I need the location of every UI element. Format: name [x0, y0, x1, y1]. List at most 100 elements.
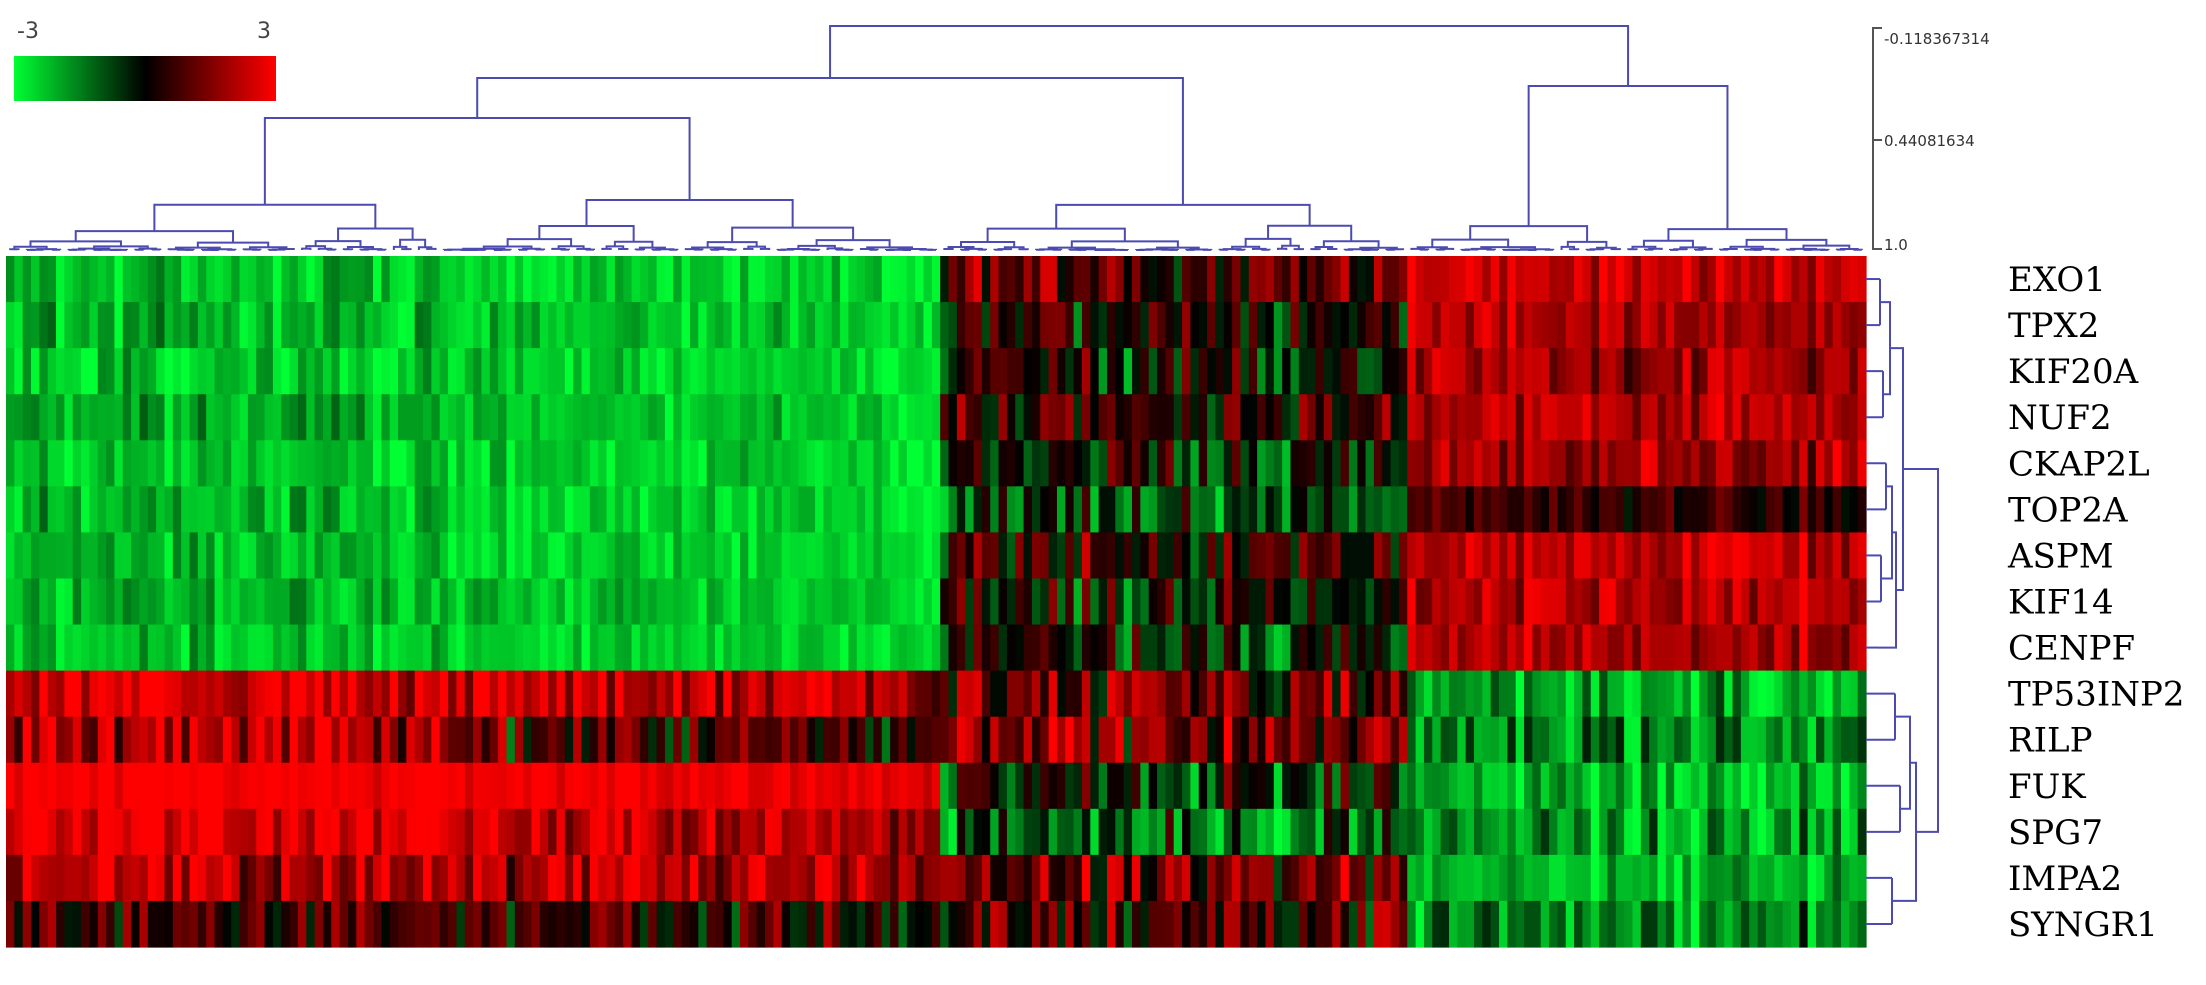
heatmap-cell [464, 348, 474, 395]
heatmap-cell [1198, 900, 1208, 948]
heatmap-cell [1365, 302, 1375, 349]
heatmap-cell [1232, 578, 1242, 626]
heatmap-cell [1390, 440, 1400, 487]
heatmap-cell [765, 716, 774, 764]
heatmap-cell [514, 762, 524, 810]
heatmap-cell [306, 578, 316, 626]
heatmap-cell [231, 486, 241, 533]
heatmap-cell [873, 762, 883, 810]
heatmap-cell [164, 854, 174, 902]
heatmap-cell [1257, 624, 1267, 672]
heatmap-cell [47, 486, 57, 533]
heatmap-cell [1132, 808, 1141, 856]
heatmap-cell [1106, 532, 1116, 580]
heatmap-cell [1207, 578, 1217, 626]
heatmap-cell [1782, 716, 1792, 764]
heatmap-cell [189, 532, 199, 580]
heatmap-cell [1624, 762, 1634, 810]
heatmap-cell [156, 624, 166, 672]
heatmap-cell [765, 348, 774, 395]
heatmap-cell [498, 348, 508, 395]
heatmap-cell [181, 762, 191, 810]
heatmap-cell [1040, 348, 1050, 395]
heatmap-cell [1824, 394, 1834, 441]
heatmap-cell [623, 440, 633, 487]
heatmap-cell [1315, 670, 1325, 718]
heatmap-cell [1740, 348, 1750, 395]
heatmap-cell [1532, 854, 1542, 902]
heatmap-cell [406, 532, 416, 580]
heatmap-cell [1640, 854, 1650, 902]
heatmap-cell [1382, 762, 1392, 810]
heatmap-cell [648, 762, 658, 810]
heatmap-cell [1165, 578, 1175, 626]
heatmap-cell [1490, 256, 1500, 303]
heatmap-cell [1482, 394, 1492, 441]
heatmap-cell [1724, 670, 1734, 718]
heatmap-cell [64, 394, 74, 441]
heatmap-cell [956, 440, 966, 487]
heatmap-cell [1815, 532, 1825, 580]
heatmap-cell [356, 532, 366, 580]
heatmap-cell [239, 532, 249, 580]
heatmap-cell [297, 578, 307, 626]
heatmap-cell [1857, 302, 1867, 349]
heatmap-cell [1740, 854, 1750, 902]
heatmap-cell [1173, 256, 1183, 303]
heatmap-cell [1173, 348, 1183, 395]
heatmap-cell [1749, 624, 1759, 672]
heatmap-cell [598, 348, 608, 395]
dendrogram-branch [1431, 238, 1510, 248]
heatmap-cell [731, 348, 741, 395]
heatmap-cell [1815, 670, 1825, 718]
heatmap-cell [1615, 854, 1625, 902]
heatmap-cell [156, 348, 166, 395]
heatmap-cell [873, 624, 883, 672]
heatmap-cell [1674, 440, 1684, 487]
heatmap-cell [664, 440, 674, 487]
heatmap-cell [648, 302, 658, 349]
heatmap-cell [1657, 486, 1667, 533]
heatmap-cell [64, 348, 74, 395]
gene-label: ASPM [2007, 536, 2114, 576]
heatmap-cell [1599, 854, 1609, 902]
heatmap-cell [39, 808, 49, 856]
heatmap-cell [1849, 578, 1859, 626]
heatmap-cell [247, 716, 257, 764]
heatmap-cell [1148, 302, 1158, 349]
heatmap-cell [689, 578, 699, 626]
heatmap-cell [1674, 624, 1684, 672]
heatmap-cell [1290, 532, 1300, 580]
heatmap-cell [1857, 440, 1867, 487]
heatmap-cell [1574, 854, 1584, 902]
heatmap-cell [1423, 716, 1433, 764]
heatmap-cell [1015, 900, 1025, 948]
heatmap-cell [890, 624, 900, 672]
gene-label: KIF20A [2008, 352, 2139, 392]
heatmap-cell [1223, 624, 1233, 672]
heatmap-cell [197, 256, 207, 303]
heatmap-cell [998, 854, 1008, 902]
heatmap-cell [506, 256, 516, 303]
heatmap-cell [973, 486, 983, 533]
heatmap-cell [364, 302, 374, 349]
heatmap-cell [1323, 532, 1333, 580]
heatmap-cell [831, 900, 841, 948]
heatmap-cell [906, 762, 916, 810]
heatmap-cell [1665, 670, 1675, 718]
heatmap-cell [631, 532, 641, 580]
heatmap-cell [1298, 302, 1308, 349]
heatmap-cell [981, 762, 991, 810]
heatmap-cell [131, 256, 141, 303]
heatmap-cell [231, 854, 241, 902]
heatmap-cell [381, 716, 391, 764]
dendrogram-branch [1903, 468, 1939, 833]
heatmap-cell [172, 716, 182, 764]
heatmap-cell [1382, 578, 1392, 626]
heatmap-cell [1123, 762, 1133, 810]
heatmap-cell [231, 348, 241, 395]
heatmap-cell [1273, 716, 1283, 764]
heatmap-cell [1565, 854, 1575, 902]
heatmap-cell [398, 302, 407, 349]
heatmap-cell [1515, 624, 1525, 672]
